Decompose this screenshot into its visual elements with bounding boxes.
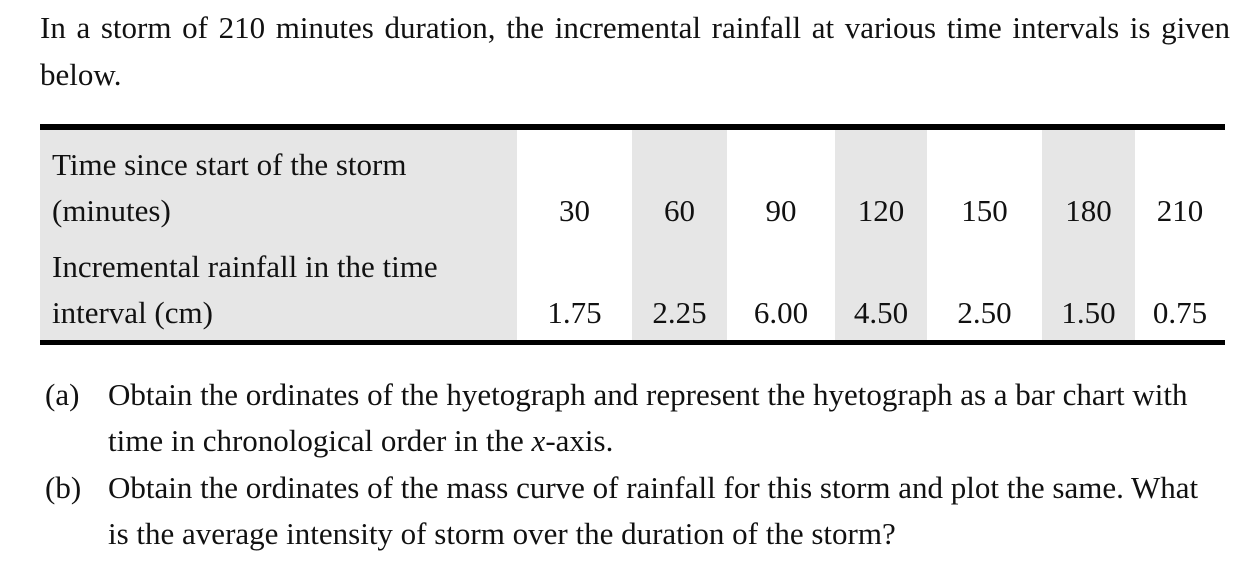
question-text-part: Obtain the ordinates of the mass curve o… — [108, 470, 1199, 551]
table-cell: 120 — [835, 127, 927, 238]
table-cell: 6.00 — [753, 295, 809, 330]
table-cell: 180 — [1042, 127, 1135, 238]
row-label: Time since start of the storm (minutes) — [40, 127, 517, 238]
question-text-part: -axis. — [545, 423, 614, 458]
question-text-part: x — [531, 423, 546, 458]
table-row: Time since start of the storm (minutes) 3… — [40, 127, 1225, 238]
table-cell: 1.50 — [1042, 238, 1135, 343]
intro-text: In a storm of 210 minutes duration, the … — [40, 10, 1230, 92]
table-row: Incremental rainfall in the time interva… — [40, 238, 1225, 343]
question: (b) Obtain the ordinates of the mass curv… — [45, 465, 1225, 557]
table-cell: 4.50 — [835, 238, 927, 343]
table-cell: 2.25 — [632, 238, 727, 343]
table-cell: 0.75 — [1152, 295, 1208, 330]
table-cell: 210 — [1156, 193, 1204, 228]
table-cell: 30 — [559, 193, 590, 228]
rainfall-table: Time since start of the storm (minutes) 3… — [40, 124, 1225, 345]
question-text: Obtain the ordinates of the mass curve o… — [108, 465, 1225, 557]
table-cell: 60 — [632, 127, 727, 238]
table-cell: 150 — [961, 193, 1008, 228]
question-text: Obtain the ordinates of the hyetograph a… — [108, 372, 1225, 464]
table-cell: 90 — [765, 193, 797, 228]
table-cell: 2.50 — [957, 295, 1012, 330]
row-label: Incremental rainfall in the time interva… — [40, 238, 517, 343]
table-cell: 1.75 — [547, 295, 602, 330]
question-label: (a) — [45, 377, 80, 412]
question-label: (b) — [45, 470, 82, 505]
question-text-part: Obtain the ordinates of the hyetograph a… — [108, 377, 1188, 458]
question: (a) Obtain the ordinates of the hyetograp… — [45, 372, 1225, 464]
